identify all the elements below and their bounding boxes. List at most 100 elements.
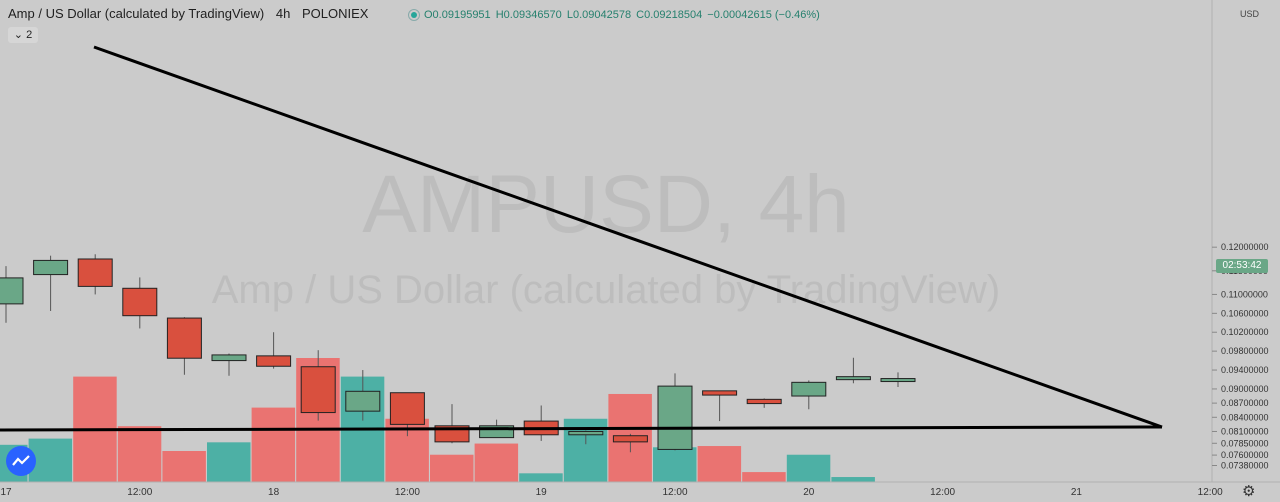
watermark-subtitle: Amp / US Dollar (calculated by TradingVi…: [212, 268, 1000, 312]
time-label: 21: [1071, 487, 1083, 498]
candle-body: [657, 385, 693, 450]
candle: [746, 398, 782, 408]
price-label: 0.07380000: [1221, 460, 1269, 470]
change-value: −0.00042615 (−0.46%): [707, 9, 820, 21]
time-label: 12:00: [127, 487, 152, 498]
candle-body: [33, 259, 69, 276]
candle: [880, 372, 916, 388]
volume-bar: [831, 477, 875, 482]
price-label: 0.09000000: [1221, 384, 1269, 394]
candle-body: [791, 381, 827, 397]
currency-unit: USD: [1240, 9, 1260, 19]
candle-body: [300, 366, 336, 414]
time-label: 12:00: [930, 487, 955, 498]
candle: [0, 266, 24, 323]
candle-body: [0, 277, 24, 305]
price-label: 0.10200000: [1221, 327, 1269, 337]
candle-body: [166, 317, 202, 359]
open-value: O0.09195951: [424, 9, 491, 21]
volume-bar: [653, 447, 697, 482]
indicator-count: 2: [26, 29, 33, 41]
time-label: 12:00: [395, 487, 420, 498]
time-label: 20: [803, 487, 815, 498]
price-label: 0.08700000: [1221, 398, 1269, 408]
candle: [612, 433, 648, 453]
volume-bar: [697, 446, 742, 482]
tradingview-logo-icon[interactable]: [6, 446, 36, 476]
candle-body: [835, 376, 871, 381]
candle: [122, 277, 158, 329]
price-label: 0.08400000: [1221, 412, 1269, 422]
candle-body: [211, 354, 247, 362]
volume-bar: [742, 472, 786, 482]
candle-body: [479, 425, 515, 439]
high-value: H0.09346570: [495, 9, 562, 21]
candle-body: [345, 390, 381, 412]
time-label: 18: [268, 487, 280, 498]
time-label: 19: [536, 487, 548, 498]
candle: [791, 380, 827, 410]
candle-body: [389, 392, 425, 425]
volume-bar: [786, 454, 831, 482]
time-label: 12:00: [662, 487, 687, 498]
candle: [389, 392, 425, 437]
price-label: 0.08100000: [1221, 426, 1269, 436]
candle-body: [568, 430, 604, 436]
chevron-down-icon: ⌄: [13, 29, 24, 41]
candle: [256, 332, 292, 369]
candle: [33, 255, 69, 311]
candle-body: [122, 287, 158, 317]
plot-area[interactable]: [0, 0, 1212, 482]
candle: [166, 317, 202, 375]
candle-body: [77, 258, 113, 287]
indicators-collapse-button[interactable]: ⌄ 2: [8, 27, 38, 43]
market-status-icon: [408, 9, 420, 21]
price-axis[interactable]: 0.120000000.115000000.110000000.10600000…: [1212, 242, 1269, 470]
volume-bar: [519, 473, 563, 482]
candle-body: [702, 390, 738, 396]
volume-bar: [251, 407, 296, 482]
candle: [300, 350, 336, 421]
close-value: C0.09218504: [636, 9, 703, 21]
volume-bar: [474, 443, 519, 482]
candle: [702, 390, 738, 422]
candle-body: [612, 435, 648, 443]
volume-bar: [117, 426, 162, 482]
interval-label[interactable]: 4h: [275, 6, 291, 21]
low-value: L0.09042578: [566, 9, 632, 21]
candle-body: [880, 378, 916, 383]
candle-body: [746, 398, 782, 405]
volume-bar: [430, 454, 474, 482]
time-axis[interactable]: 17 12:00 18 12:00 19 12:00 20 12:00 21 12:00: [0, 487, 1223, 498]
price-label: 0.11000000: [1221, 289, 1268, 299]
time-label: 12:00: [1198, 487, 1223, 498]
watermark-title: AMPUSD, 4h: [362, 159, 850, 250]
candle: [657, 373, 693, 451]
candle: [77, 254, 113, 295]
gear-icon[interactable]: ⚙: [1242, 483, 1256, 500]
price-label: 0.09400000: [1221, 365, 1269, 375]
candle-layer: [0, 254, 916, 453]
candle: [211, 353, 247, 376]
price-label: 0.07850000: [1221, 438, 1269, 448]
price-label: 0.09800000: [1221, 346, 1269, 356]
bar-countdown-badge: 02:53:42: [1216, 259, 1268, 273]
volume-bar: [207, 442, 251, 482]
time-label: 17: [0, 487, 12, 498]
ohlc-readout: O0.09195951 H0.09346570 L0.09042578 C0.0…: [424, 9, 822, 21]
volume-bar: [162, 451, 206, 482]
horizontal-support-line[interactable]: [0, 425, 1163, 432]
symbol-header: Amp / US Dollar (calculated by TradingVi…: [8, 6, 376, 21]
symbol-name[interactable]: Amp / US Dollar (calculated by TradingVi…: [8, 6, 265, 21]
exchange-label: POLONIEX: [301, 6, 369, 21]
candle-body: [256, 355, 292, 367]
candle: [345, 370, 381, 421]
candle: [835, 357, 871, 384]
descending-trendline[interactable]: [93, 45, 1163, 429]
price-label: 0.07600000: [1221, 450, 1269, 460]
price-label: 0.12000000: [1221, 242, 1269, 252]
price-label: 0.10600000: [1221, 308, 1269, 318]
candle: [568, 430, 604, 445]
